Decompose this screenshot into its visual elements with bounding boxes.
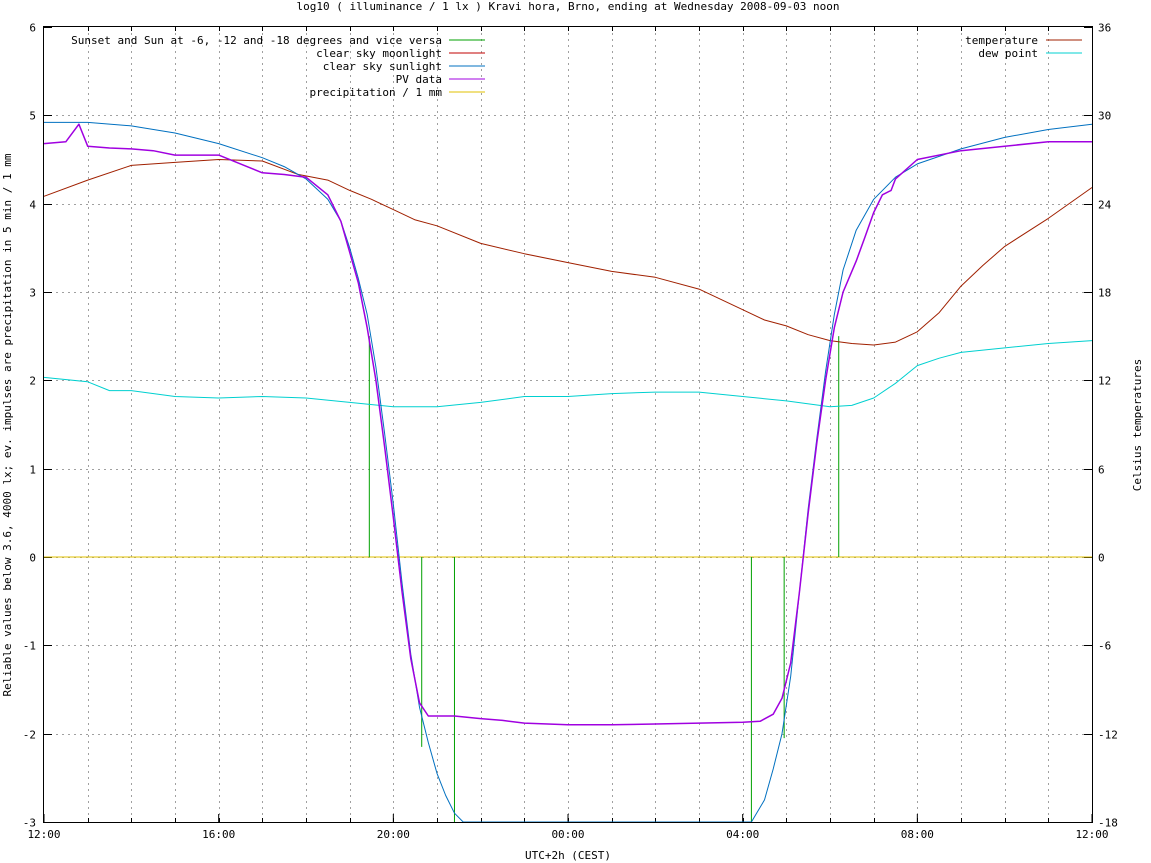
x-tick-label: 16:00 <box>202 828 235 841</box>
x-tick-label: 08:00 <box>901 828 934 841</box>
y-tick-label: 3 <box>29 287 36 300</box>
y2-tick-label: 30 <box>1098 110 1111 123</box>
y-tick-label: -3 <box>23 817 36 830</box>
y-tick-label: 4 <box>29 199 36 212</box>
series-line-dew-point <box>43 340 1093 408</box>
y-tick-label: 2 <box>29 375 36 388</box>
y-tick-label: 5 <box>29 110 36 123</box>
y-axis-label: Reliable values below 3.6, 4000 lx; ev. … <box>1 153 14 696</box>
y2-tick-label: 6 <box>1098 464 1105 477</box>
legend-label: PV data <box>396 73 442 86</box>
legend-label: Sunset and Sun at -6, -12 and -18 degree… <box>71 34 442 47</box>
series-line-temperature <box>43 159 1093 346</box>
x-tick-label: 12:00 <box>1075 828 1108 841</box>
y-tick-label: 6 <box>29 22 36 35</box>
x-tick-label: 20:00 <box>377 828 410 841</box>
legend-label: temperature <box>965 34 1038 47</box>
legend-label: dew point <box>978 47 1038 60</box>
y-tick-label: -1 <box>23 640 36 653</box>
legend-label: clear sky moonlight <box>316 47 442 60</box>
y2-axis-label: Celsius temperatures <box>1131 359 1144 491</box>
y2-tick-label: 36 <box>1098 22 1111 35</box>
x-tick-label: 00:00 <box>551 828 584 841</box>
y2-tick-label: 24 <box>1098 199 1112 212</box>
x-axis-label: UTC+2h (CEST) <box>525 849 611 862</box>
series-line-pv-data <box>43 123 1092 726</box>
axis-ticks: 12:00 16:00 20:00 00:00 04:00 08:00 12:00-3-2-… <box>23 22 1118 842</box>
plot-frame <box>43 26 1093 823</box>
legend-label: clear sky sunlight <box>323 60 442 73</box>
series-layer <box>43 121 1093 823</box>
series-line-clear-sky-sunlight <box>44 121 1093 823</box>
y-tick-label: 0 <box>29 552 36 565</box>
y2-tick-label: -12 <box>1098 729 1118 742</box>
x-tick-label: 12:00 <box>27 828 60 841</box>
legend-label: precipitation / 1 mm <box>310 86 443 99</box>
y2-tick-label: 12 <box>1098 375 1111 388</box>
y-tick-label: -2 <box>23 729 36 742</box>
y2-tick-label: 0 <box>1098 552 1105 565</box>
y2-tick-label: 18 <box>1098 287 1111 300</box>
legend-left: Sunset and Sun at -6, -12 and -18 degree… <box>71 34 485 99</box>
x-tick-label: 04:00 <box>726 828 759 841</box>
chart-title: log10 ( illuminance / 1 lx ) Kravi hora,… <box>296 0 839 13</box>
y2-tick-label: -6 <box>1098 640 1111 653</box>
y2-tick-label: -18 <box>1098 817 1118 830</box>
grid <box>44 27 1092 822</box>
y-tick-label: 1 <box>29 464 36 477</box>
